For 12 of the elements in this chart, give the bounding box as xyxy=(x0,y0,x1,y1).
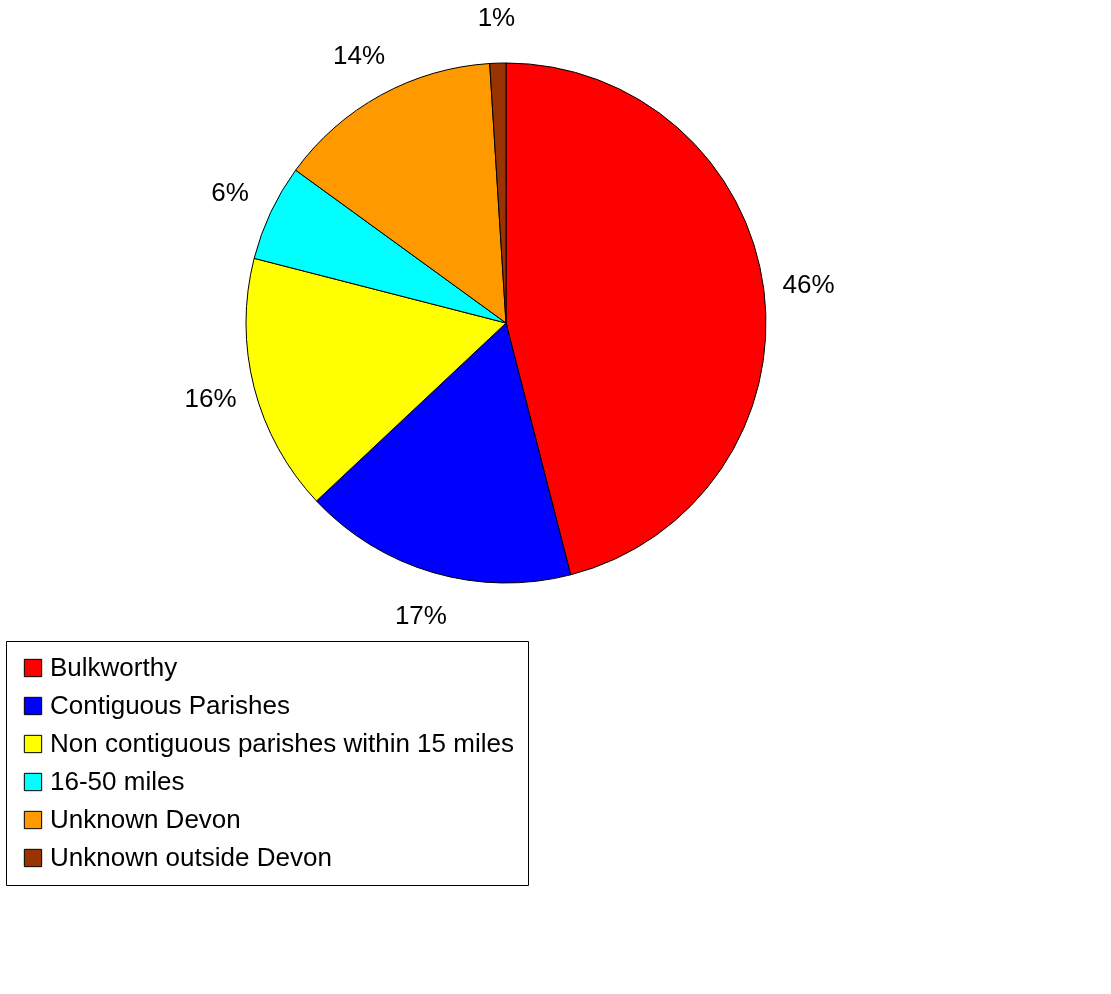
data-label: 6% xyxy=(211,177,249,208)
data-label: 14% xyxy=(333,39,386,70)
data-label: 16% xyxy=(184,382,237,413)
legend-label: Unknown outside Devon xyxy=(50,842,332,872)
legend-label: Bulkworthy xyxy=(50,652,178,682)
legend-label: Unknown Devon xyxy=(50,804,241,834)
legend-label: Non contiguous parishes within 15 miles xyxy=(50,728,514,758)
data-label: 46% xyxy=(782,268,835,299)
legend-label: Contiguous Parishes xyxy=(50,690,290,720)
legend-label: 16-50 miles xyxy=(50,766,185,796)
data-label: 1% xyxy=(477,2,516,33)
data-label: 17% xyxy=(394,599,447,630)
